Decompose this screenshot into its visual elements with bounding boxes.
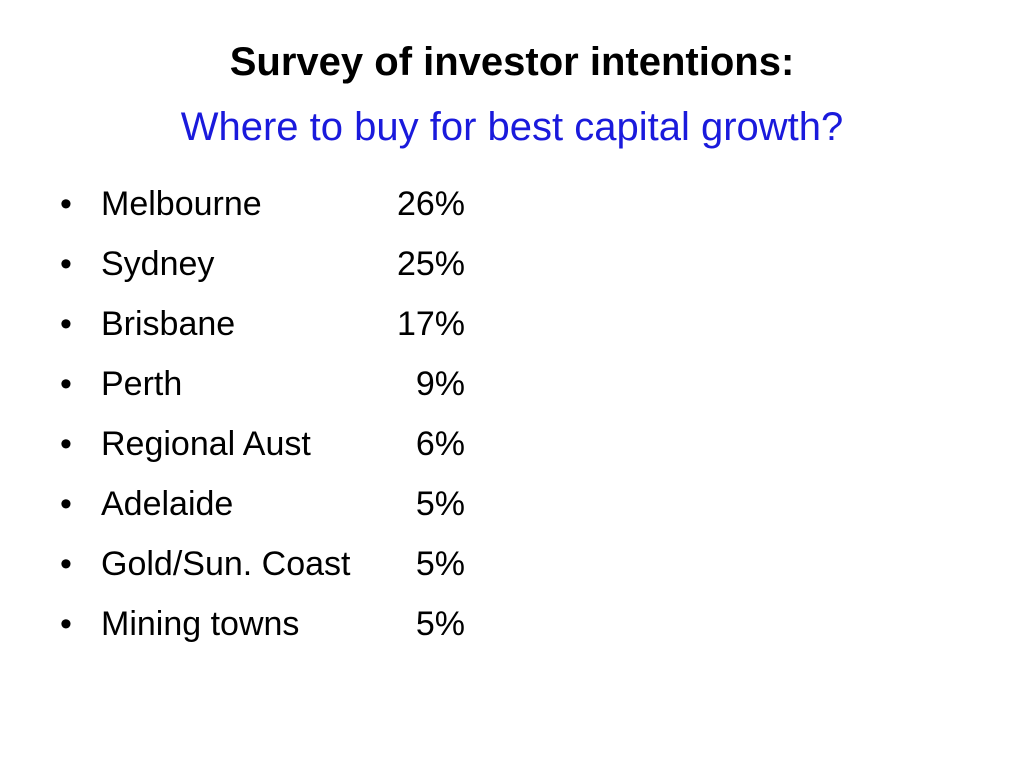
item-value: 26% — [396, 185, 465, 223]
slide-title: Survey of investor intentions: — [229, 40, 795, 84]
item-label: Sydney — [101, 245, 215, 283]
bullet: • — [60, 605, 72, 643]
item-value: 5% — [415, 485, 465, 523]
item-label: Perth — [101, 365, 183, 403]
list-item: • Brisbane 17% — [0, 305, 1024, 355]
item-value: 9% — [415, 365, 465, 403]
list-item: • Adelaide 5% — [0, 485, 1024, 535]
bullet: • — [60, 185, 72, 223]
bullet: • — [60, 545, 72, 583]
item-value: 17% — [396, 305, 465, 343]
bullet: • — [60, 365, 72, 403]
list-item: • Sydney 25% — [0, 245, 1024, 295]
list-item: • Regional Aust 6% — [0, 425, 1024, 475]
item-label: Mining towns — [101, 605, 300, 643]
item-value: 5% — [415, 605, 465, 643]
item-label: Adelaide — [101, 485, 234, 523]
list-item: • Mining towns 5% — [0, 605, 1024, 655]
item-value: 5% — [415, 545, 465, 583]
list-item: • Melbourne 26% — [0, 185, 1024, 235]
item-value: 25% — [396, 245, 465, 283]
item-label: Brisbane — [101, 305, 236, 343]
item-label: Gold/Sun. Coast — [101, 545, 351, 583]
list-item: • Perth 9% — [0, 365, 1024, 415]
item-label: Regional Aust — [101, 425, 311, 463]
slide-subtitle: Where to buy for best capital growth? — [180, 105, 844, 149]
bullet: • — [60, 485, 72, 523]
item-value: 6% — [415, 425, 465, 463]
bullet: • — [60, 245, 72, 283]
bullet: • — [60, 425, 72, 463]
item-label: Melbourne — [101, 185, 262, 223]
list-item: • Gold/Sun. Coast 5% — [0, 545, 1024, 595]
bullet: • — [60, 305, 72, 343]
